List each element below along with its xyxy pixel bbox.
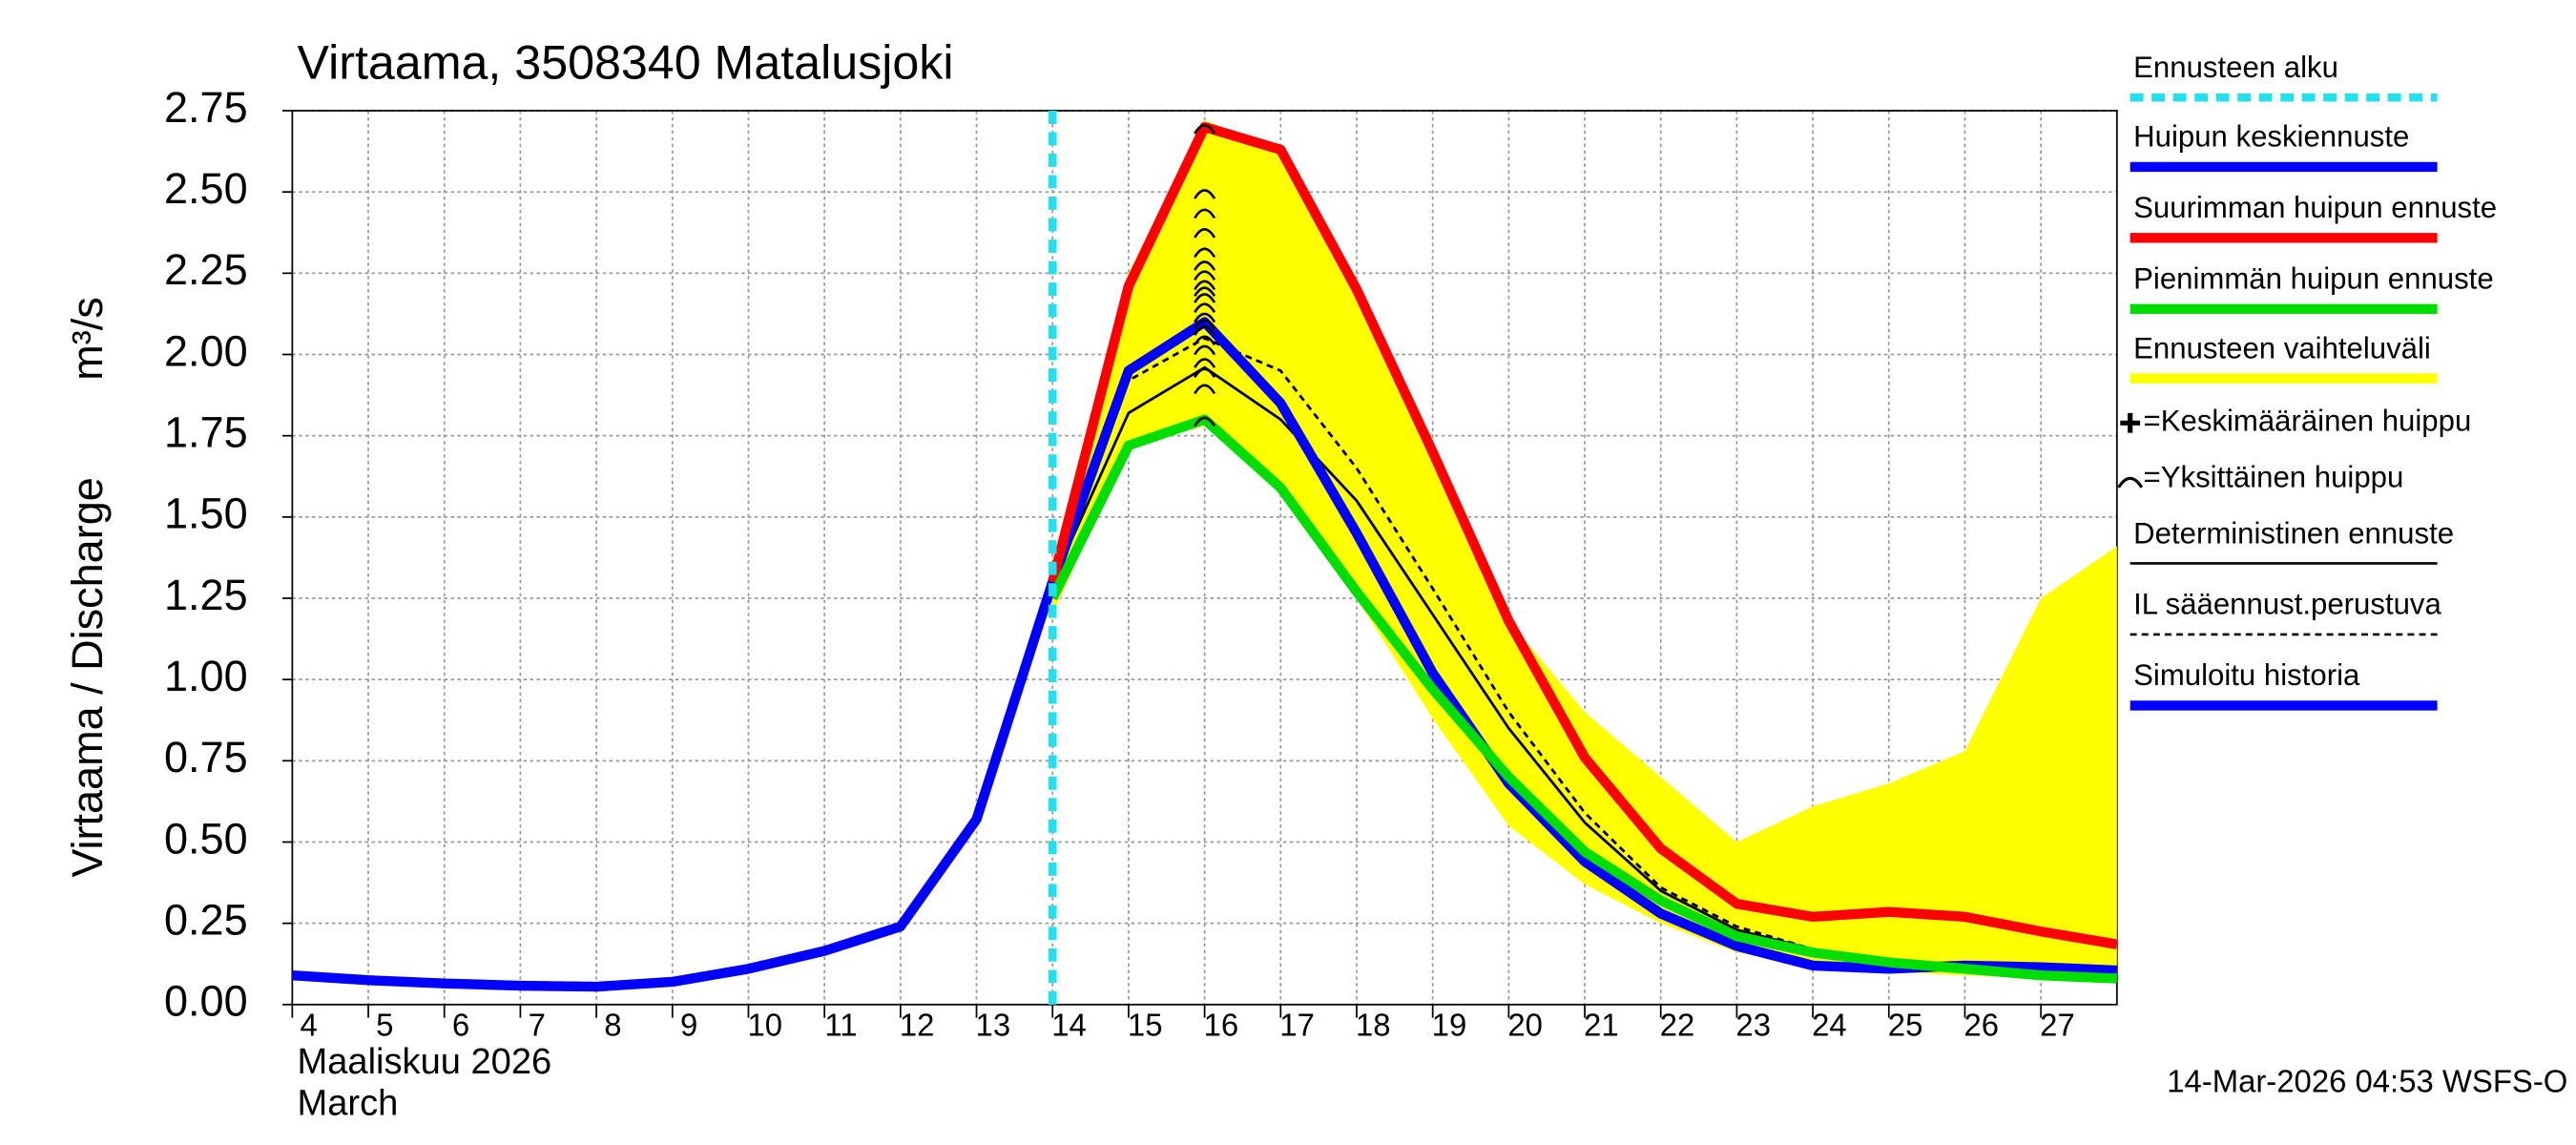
- y-tick-label: 1.25: [164, 571, 248, 619]
- peak-marker: [1194, 124, 1216, 135]
- x-tick-label: 19: [1432, 1008, 1467, 1043]
- legend-label: Ennusteen vaihteluväli: [2133, 331, 2431, 364]
- x-tick-label: 16: [1204, 1008, 1239, 1043]
- x-tick-label: 20: [1507, 1008, 1543, 1043]
- y-axis-label: Virtaama / Discharge: [63, 477, 112, 877]
- x-tick-label: 13: [976, 1008, 1011, 1043]
- series-line: [1048, 121, 2118, 949]
- x-tick-label: 24: [1812, 1008, 1847, 1043]
- x-tick-label: 6: [452, 1008, 469, 1043]
- legend-label: IL sääennust.perustuva: [2133, 588, 2441, 621]
- peak-marker: [1194, 302, 1216, 314]
- peak-marker: [1194, 384, 1216, 395]
- legend-symbol: [2120, 412, 2141, 433]
- peak-marker: [1194, 286, 1216, 298]
- x-axis-label-2: March: [298, 1083, 399, 1123]
- y-tick-label: 2.75: [164, 83, 248, 132]
- footer: 14-Mar-2026 04:53 WSFS-O: [2167, 1064, 2567, 1099]
- chart-title: Virtaama, 3508340 Matalusjoki: [298, 36, 954, 90]
- x-tick-label: 15: [1128, 1008, 1163, 1043]
- peak-marker: [1194, 335, 1216, 346]
- peak-marker: [1194, 358, 1216, 368]
- peak-marker: [1194, 247, 1216, 259]
- peak-marker: [1194, 189, 1216, 199]
- peak-marker: [1194, 367, 1216, 379]
- peak-marker: [1194, 312, 1216, 323]
- peak-marker: [1194, 270, 1216, 281]
- series-line: [1048, 414, 2118, 984]
- y-axis-unit: m³/s: [63, 297, 112, 381]
- legend-label: Pienimmän huipun ennuste: [2133, 262, 2494, 296]
- y-tick-label: 2.25: [164, 245, 248, 294]
- x-tick-label: 12: [900, 1008, 935, 1043]
- x-tick-label: 21: [1584, 1008, 1619, 1043]
- y-tick-label: 1.00: [164, 652, 248, 700]
- y-tick-label: 1.50: [164, 489, 248, 538]
- x-tick-label: 18: [1356, 1008, 1391, 1043]
- x-tick-label: 11: [824, 1008, 857, 1043]
- legend-label: =Yksittäinen huippu: [2144, 460, 2404, 493]
- y-tick-label: 0.25: [164, 896, 248, 945]
- x-tick-label: 22: [1660, 1008, 1695, 1043]
- x-tick-label: 10: [747, 1008, 782, 1043]
- peak-marker: [1194, 260, 1216, 271]
- x-tick-label: 8: [604, 1008, 621, 1043]
- x-tick-label: 26: [1963, 1008, 1999, 1043]
- y-tick-label: 0.00: [164, 977, 248, 1026]
- legend-label: =Keskimääräinen huippu: [2144, 405, 2472, 438]
- x-tick-label: 23: [1735, 1008, 1771, 1043]
- peak-marker: [1194, 416, 1216, 427]
- peak-marker: [1194, 280, 1216, 291]
- peak-marker: [1194, 319, 1216, 330]
- peak-marker: [1194, 293, 1216, 303]
- x-axis-label: Maaliskuu 2026: [298, 1042, 552, 1082]
- x-tick-label: 7: [529, 1008, 546, 1043]
- x-tick-label: 27: [2040, 1008, 2075, 1043]
- x-tick-label: 5: [376, 1008, 393, 1043]
- peak-marker: [1194, 325, 1216, 336]
- series-line: [292, 580, 1058, 992]
- legend-label: Huipun keskiennuste: [2133, 120, 2409, 154]
- peak-marker: [1194, 208, 1216, 219]
- x-tick-label: 14: [1051, 1008, 1087, 1043]
- legend-symbol: [2117, 476, 2144, 489]
- x-tick-label: 9: [680, 1008, 697, 1043]
- legend-label: Deterministinen ennuste: [2133, 516, 2454, 550]
- y-tick-label: 0.75: [164, 733, 248, 781]
- legend-label: Ennusteen alku: [2133, 51, 2338, 84]
- y-tick-label: 2.00: [164, 326, 248, 375]
- legend-label: Suurimman huipun ennuste: [2133, 191, 2497, 224]
- y-tick-label: 0.50: [164, 814, 248, 863]
- peak-marker: [1194, 344, 1216, 356]
- x-tick-label: 17: [1279, 1008, 1315, 1043]
- forecast-band: [1052, 120, 2117, 982]
- legend-label: Simuloitu historia: [2133, 658, 2360, 692]
- peak-marker: [1194, 228, 1216, 239]
- y-tick-label: 1.75: [164, 408, 248, 457]
- x-tick-label: 25: [1888, 1008, 1923, 1043]
- y-tick-label: 2.50: [164, 164, 248, 213]
- x-tick-label: 4: [301, 1008, 318, 1043]
